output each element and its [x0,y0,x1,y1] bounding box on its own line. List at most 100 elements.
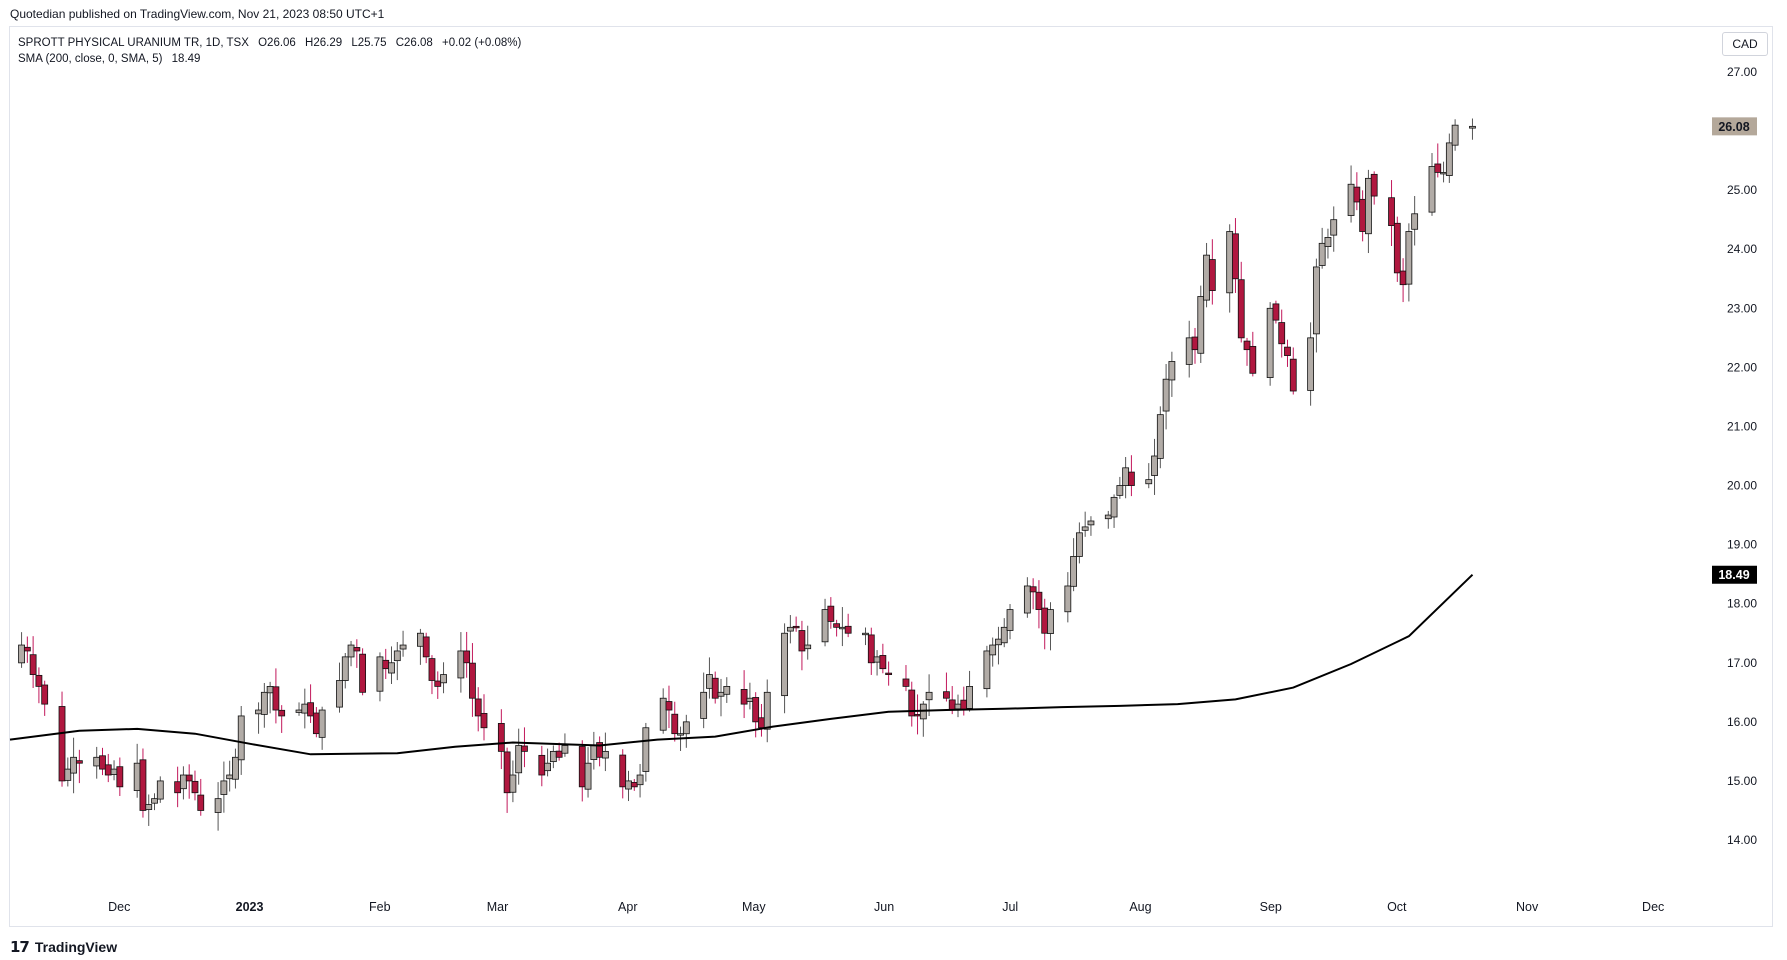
candle-up[interactable] [156,780,164,800]
candle-up[interactable] [1151,455,1158,476]
candle-down[interactable] [740,689,748,705]
candle-down[interactable] [1359,198,1367,232]
candle-down[interactable] [711,677,719,699]
candle-down[interactable] [99,755,106,770]
candle-down[interactable] [665,701,673,711]
candle-up[interactable] [440,674,447,684]
candle-up[interactable] [226,774,234,780]
candle-down[interactable] [428,658,436,681]
candle-down[interactable] [521,745,528,752]
candle-down[interactable] [29,654,37,675]
candle-down[interactable] [353,647,361,652]
candle-up[interactable] [786,626,794,632]
candle-up[interactable] [1156,414,1164,459]
candle-up[interactable] [862,632,869,636]
candle-up[interactable] [399,644,407,650]
candle-up[interactable] [873,656,881,663]
candle-down[interactable] [960,699,968,711]
candle-up[interactable] [549,750,557,763]
candle-down[interactable] [1237,279,1245,339]
candle-up[interactable] [457,650,465,679]
candle-up[interactable] [677,733,684,736]
candle-up[interactable] [717,691,725,697]
sma-200-line[interactable] [9,573,1474,756]
candle-down[interactable] [422,636,430,658]
candle-up[interactable] [1428,166,1436,213]
candle-up[interactable] [1104,514,1112,520]
candle-up[interactable] [1445,142,1453,176]
candle-down[interactable] [1128,471,1135,486]
candle-down[interactable] [1284,346,1291,356]
candle-down[interactable] [1388,197,1395,226]
candle-down[interactable] [844,625,852,634]
candle-up[interactable] [1064,585,1072,613]
candle-down[interactable] [879,655,887,670]
candle-up[interactable] [584,762,592,790]
candle-up[interactable] [1266,307,1274,378]
candle-down[interactable] [619,754,627,788]
candle-down[interactable] [555,750,563,758]
candle-up[interactable] [1000,626,1008,644]
candle-up[interactable] [347,644,355,658]
candle-down[interactable] [307,702,314,717]
candle-up[interactable] [1185,337,1193,365]
candle-down[interactable] [75,760,83,764]
candle-down[interactable] [382,659,390,670]
candle-up[interactable] [700,691,708,719]
candle-up[interactable] [804,644,812,650]
candle-up[interactable] [1405,231,1413,285]
candle-up[interactable] [983,650,991,690]
candle-up[interactable] [925,691,933,701]
candle-up[interactable] [723,686,731,695]
candle-up[interactable] [642,727,650,772]
candle-down[interactable] [1249,345,1257,374]
legend-indicator[interactable]: SMA (200, close, 0, SMA, 5) [18,53,163,65]
candle-up[interactable] [509,774,517,793]
candle-up[interactable] [1116,485,1124,496]
candle-up[interactable] [318,709,326,738]
candle-up[interactable] [1070,556,1078,587]
candle-down[interactable] [185,774,193,782]
candle-up[interactable] [1226,231,1234,294]
candle-down[interactable] [1289,358,1297,392]
candle-down[interactable] [312,712,320,735]
candle-up[interactable] [260,691,268,715]
candle-down[interactable] [104,764,112,776]
candle-up[interactable] [561,745,569,754]
candle-down[interactable] [908,689,916,717]
candle-down[interactable] [1278,322,1286,345]
footer-logo[interactable]: 𝟭𝟳 TradingView [10,938,117,956]
candle-up[interactable] [1440,172,1447,175]
candle-down[interactable] [758,717,765,729]
candle-down[interactable] [948,699,956,711]
candle-down[interactable] [1353,186,1361,203]
candle-up[interactable] [966,686,973,709]
candle-down[interactable] [359,653,367,693]
legend-symbol[interactable]: SPROTT PHYSICAL URANIUM TR, 1D, TSX [18,37,249,49]
candle-up[interactable] [1365,177,1372,235]
candle-up[interactable] [1469,125,1476,129]
candle-up[interactable] [70,756,77,774]
candle-down[interactable] [1243,340,1251,351]
candle-down[interactable] [139,759,147,811]
candle-up[interactable] [1145,479,1153,485]
candle-up[interactable] [1312,266,1320,335]
candle-up[interactable] [18,644,25,664]
candle-up[interactable] [133,762,141,791]
candle-down[interactable] [914,714,921,717]
candle-up[interactable] [376,656,384,692]
candle-down[interactable] [1370,173,1378,197]
candle-down[interactable] [278,709,286,717]
candle-up[interactable] [393,650,401,662]
candle-up[interactable] [995,638,1002,646]
candle-up[interactable] [255,709,262,715]
candle-down[interactable] [174,781,182,794]
candle-up[interactable] [237,715,245,761]
candle-down[interactable] [480,712,488,729]
candle-up[interactable] [220,780,228,795]
candle-up[interactable] [1110,496,1118,518]
candle-up[interactable] [781,632,788,697]
candle-down[interactable] [35,674,43,687]
candle-down[interactable] [867,634,875,664]
